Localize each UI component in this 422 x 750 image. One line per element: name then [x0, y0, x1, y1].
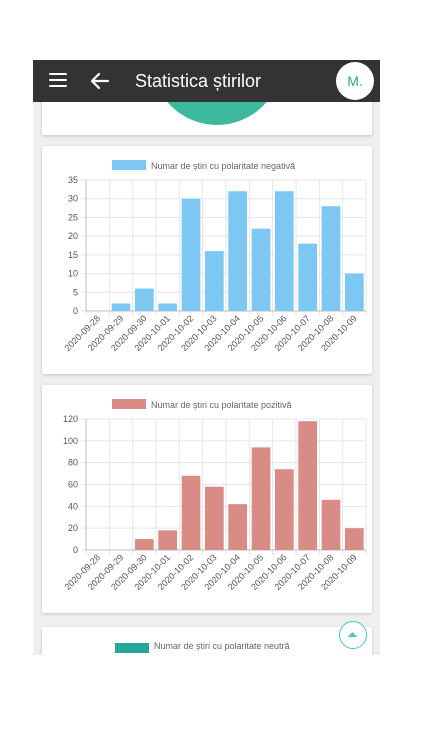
positive-y-tick-label: 120	[63, 414, 78, 424]
negative-y-tick-label: 0	[73, 306, 78, 316]
positive-y-tick-label: 100	[63, 436, 78, 446]
positive-chart-card: Numar de știri cu polaritate pozitivă 0 20…	[42, 385, 372, 613]
positive-y-tick-label: 40	[68, 501, 78, 511]
positive-bar	[275, 469, 294, 550]
scroll-to-top-button[interactable]	[339, 621, 367, 649]
negative-bar	[321, 206, 341, 311]
negative-bar	[345, 273, 364, 311]
positive-bar	[181, 475, 201, 550]
negative-bar	[205, 251, 224, 311]
positive-bar	[251, 447, 271, 550]
positive-y-tick-label: 0	[73, 545, 78, 555]
positive-bar	[298, 421, 317, 550]
page-title: Statistica știrilor	[135, 71, 262, 91]
negative-legend-swatch	[112, 160, 146, 170]
negative-y-tick-label: 20	[68, 231, 78, 241]
neutral-chart-card: Numar de știri cu polaritate neutră	[42, 627, 372, 655]
positive-bar	[205, 486, 224, 550]
positive-bar	[135, 539, 154, 550]
negative-legend-label[interactable]: Numar de știri cu polaritate negativă	[151, 161, 295, 171]
positive-y-tick-label: 60	[68, 480, 78, 490]
neutral-legend-swatch	[115, 643, 149, 653]
negative-bar	[135, 288, 154, 311]
positive-bar	[321, 499, 341, 550]
negative-y-tick-label: 30	[68, 194, 78, 204]
negative-y-tick-label: 25	[68, 212, 78, 222]
positive-legend-label[interactable]: Numar de știri cu polaritate pozitivă	[151, 400, 292, 410]
negative-chart-card: Numar de știri cu polaritate negativă 0 5 1…	[42, 146, 372, 374]
negative-bar	[111, 303, 131, 311]
negative-y-tick-label: 35	[68, 175, 78, 185]
arrow-left-icon[interactable]	[89, 70, 111, 92]
positive-y-tick-label: 80	[68, 458, 78, 468]
avatar[interactable]: M.	[336, 62, 374, 100]
positive-bar	[158, 530, 177, 550]
app-bar: Statistica știrilor M.	[33, 60, 380, 102]
negative-bar	[251, 228, 271, 311]
menu-icon[interactable]	[49, 73, 67, 89]
chevron-up-icon	[347, 632, 358, 637]
negative-y-tick-label: 15	[68, 250, 78, 260]
negative-bar	[181, 198, 201, 311]
negative-bar	[158, 303, 177, 311]
negative-bar	[298, 243, 317, 311]
positive-bar	[228, 504, 247, 550]
negative-bar	[275, 191, 294, 311]
positive-bar-chart: Numar de știri cu polaritate pozitivă 0 20…	[62, 399, 367, 592]
neutral-legend-label[interactable]: Numar de știri cu polaritate neutră	[154, 641, 290, 651]
positive-y-tick-label: 20	[68, 523, 78, 533]
negative-bar	[228, 191, 247, 311]
positive-legend-swatch	[112, 399, 146, 409]
negative-y-tick-label: 5	[73, 287, 78, 297]
negative-y-tick-label: 10	[68, 269, 78, 279]
app-screen: Statistica știrilor M. Numar de știri cu…	[33, 60, 380, 655]
positive-bar	[345, 528, 364, 550]
negative-bar-chart: Numar de știri cu polaritate negativă 0 5 1…	[62, 160, 367, 353]
